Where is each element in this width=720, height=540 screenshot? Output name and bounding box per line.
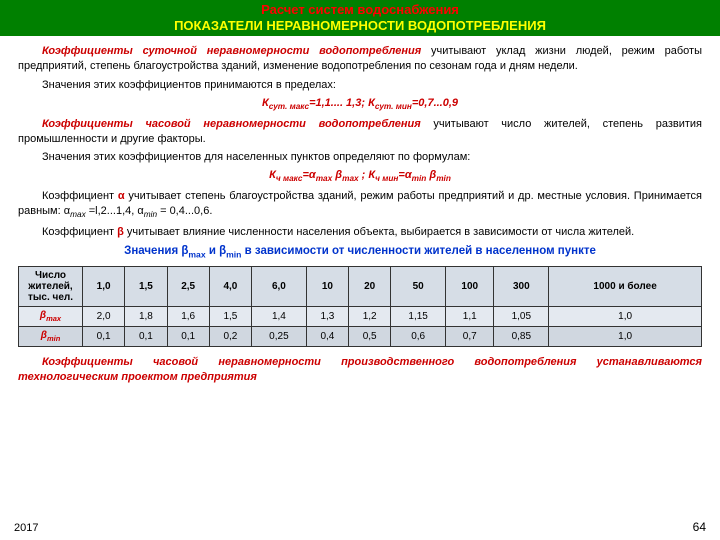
col-7: 20 bbox=[349, 266, 391, 306]
paragraph-7: Коэффициенты часовой неравномерности про… bbox=[18, 355, 702, 385]
formula-2: Кч макс=αmax βmax ; Кч мин=αmin βmin bbox=[18, 169, 702, 183]
min-9: 0,7 bbox=[446, 326, 494, 346]
min-5: 0,25 bbox=[252, 326, 307, 346]
rml-s: max bbox=[46, 314, 61, 323]
col-2: 1,5 bbox=[125, 266, 167, 306]
p5-d: = 0,4...0,6. bbox=[157, 205, 212, 217]
max-4: 1,5 bbox=[209, 306, 251, 326]
col-8: 50 bbox=[391, 266, 446, 306]
f2-c: β bbox=[332, 169, 342, 181]
f2-s3: max bbox=[342, 174, 359, 183]
row-beta-max: βmax 2,0 1,8 1,6 1,5 1,4 1,3 1,2 1,15 1,… bbox=[19, 306, 702, 326]
p2-text: Значения этих коэффициентов принимаются … bbox=[42, 79, 336, 91]
col-3: 2,5 bbox=[167, 266, 209, 306]
max-9: 1,1 bbox=[446, 306, 494, 326]
p6-beta: β bbox=[117, 226, 124, 238]
max-11: 1,0 bbox=[549, 306, 702, 326]
col-5: 6,0 bbox=[252, 266, 307, 306]
f2-a: К bbox=[269, 169, 276, 181]
p5-alpha: α bbox=[118, 190, 125, 202]
row-max-label: βmax bbox=[19, 306, 83, 326]
max-10: 1,05 bbox=[494, 306, 549, 326]
p3-lead: Коэффициенты часовой неравномерности вод… bbox=[42, 118, 421, 130]
paragraph-5: Коэффициент α учитывает степень благоуст… bbox=[18, 189, 702, 220]
min-11: 1,0 bbox=[549, 326, 702, 346]
col-1: 1,0 bbox=[83, 266, 125, 306]
footer-page: 64 bbox=[693, 520, 706, 534]
f1-s2: сут. мин bbox=[375, 102, 412, 111]
th-a: Значения β bbox=[124, 245, 188, 257]
content-area: Коэффициенты суточной неравномерности во… bbox=[0, 36, 720, 384]
title-text: Расчет систем водоснабжения bbox=[261, 2, 459, 17]
f2-e: =α bbox=[398, 169, 411, 181]
p6-a: Коэффициент bbox=[42, 226, 117, 238]
max-8: 1,15 bbox=[391, 306, 446, 326]
f2-s2: max bbox=[316, 174, 333, 183]
p5-s2: min bbox=[144, 210, 157, 219]
table-heading: Значения βmax и βmin в зависимости от чи… bbox=[18, 245, 702, 259]
th-s1: max bbox=[188, 250, 205, 260]
p5-c: =l,2...1,4, α bbox=[86, 205, 144, 217]
col-6: 10 bbox=[306, 266, 348, 306]
title-bar: Расчет систем водоснабжения bbox=[0, 0, 720, 17]
min-3: 0,1 bbox=[167, 326, 209, 346]
max-2: 1,8 bbox=[125, 306, 167, 326]
f2-s5: min bbox=[412, 174, 427, 183]
min-10: 0,85 bbox=[494, 326, 549, 346]
table-header-row: Число жителей, тыс. чел. 1,0 1,5 2,5 4,0… bbox=[19, 266, 702, 306]
formula-1: Ксут. макс=1,1.... 1,3; Ксут. мин=0,7...… bbox=[18, 97, 702, 111]
f1-eq1: =1,1.... 1,3; К bbox=[309, 97, 375, 109]
footer-year: 2017 bbox=[14, 522, 38, 534]
f2-s1: ч макс bbox=[276, 174, 303, 183]
p6-b: учитывает влияние численности населения … bbox=[124, 226, 634, 238]
max-6: 1,3 bbox=[306, 306, 348, 326]
min-4: 0,2 bbox=[209, 326, 251, 346]
subtitle-bar: ПОКАЗАТЕЛИ НЕРАВНОМЕРНОСТИ ВОДОПОТРЕБЛЕН… bbox=[0, 17, 720, 36]
f2-b: =α bbox=[302, 169, 315, 181]
th-b: и β bbox=[206, 245, 226, 257]
f1-s1: сут. макс bbox=[269, 102, 309, 111]
min-2: 0,1 bbox=[125, 326, 167, 346]
min-6: 0,4 bbox=[306, 326, 348, 346]
max-7: 1,2 bbox=[349, 306, 391, 326]
col-header: Число жителей, тыс. чел. bbox=[19, 266, 83, 306]
f2-s4: ч мин bbox=[375, 174, 398, 183]
col-11: 1000 и более bbox=[549, 266, 702, 306]
th-c: в зависимости от численности жителей в н… bbox=[241, 245, 595, 257]
p5-a: Коэффициент bbox=[42, 190, 118, 202]
paragraph-2: Значения этих коэффициентов принимаются … bbox=[18, 78, 702, 93]
subtitle-text: ПОКАЗАТЕЛИ НЕРАВНОМЕРНОСТИ ВОДОПОТРЕБЛЕН… bbox=[174, 18, 546, 33]
p4-text: Значения этих коэффициентов для населенн… bbox=[42, 151, 470, 163]
p7-text: Коэффициенты часовой неравномерности про… bbox=[18, 356, 702, 383]
f1-eq2: =0,7...0,9 bbox=[412, 97, 458, 109]
paragraph-4: Значения этих коэффициентов для населенн… bbox=[18, 150, 702, 165]
th-s2: min bbox=[226, 250, 241, 260]
p5-s1: max bbox=[70, 210, 86, 219]
col-9: 100 bbox=[446, 266, 494, 306]
f1-k1: К bbox=[262, 97, 269, 109]
paragraph-3: Коэффициенты часовой неравномерности вод… bbox=[18, 117, 702, 147]
f2-d: ; К bbox=[359, 169, 376, 181]
p1-lead: Коэффициенты суточной неравномерности во… bbox=[42, 45, 421, 57]
beta-table: Число жителей, тыс. чел. 1,0 1,5 2,5 4,0… bbox=[18, 266, 702, 347]
col-4: 4,0 bbox=[209, 266, 251, 306]
row-beta-min: βmin 0,1 0,1 0,1 0,2 0,25 0,4 0,5 0,6 0,… bbox=[19, 326, 702, 346]
paragraph-6: Коэффициент β учитывает влияние численно… bbox=[18, 225, 702, 240]
rnl-s: min bbox=[47, 334, 60, 343]
min-8: 0,6 bbox=[391, 326, 446, 346]
min-1: 0,1 bbox=[83, 326, 125, 346]
col-10: 300 bbox=[494, 266, 549, 306]
f2-f: β bbox=[426, 169, 436, 181]
paragraph-1: Коэффициенты суточной неравномерности во… bbox=[18, 44, 702, 74]
min-7: 0,5 bbox=[349, 326, 391, 346]
max-5: 1,4 bbox=[252, 306, 307, 326]
f2-s6: min bbox=[436, 174, 451, 183]
max-1: 2,0 bbox=[83, 306, 125, 326]
row-min-label: βmin bbox=[19, 326, 83, 346]
max-3: 1,6 bbox=[167, 306, 209, 326]
